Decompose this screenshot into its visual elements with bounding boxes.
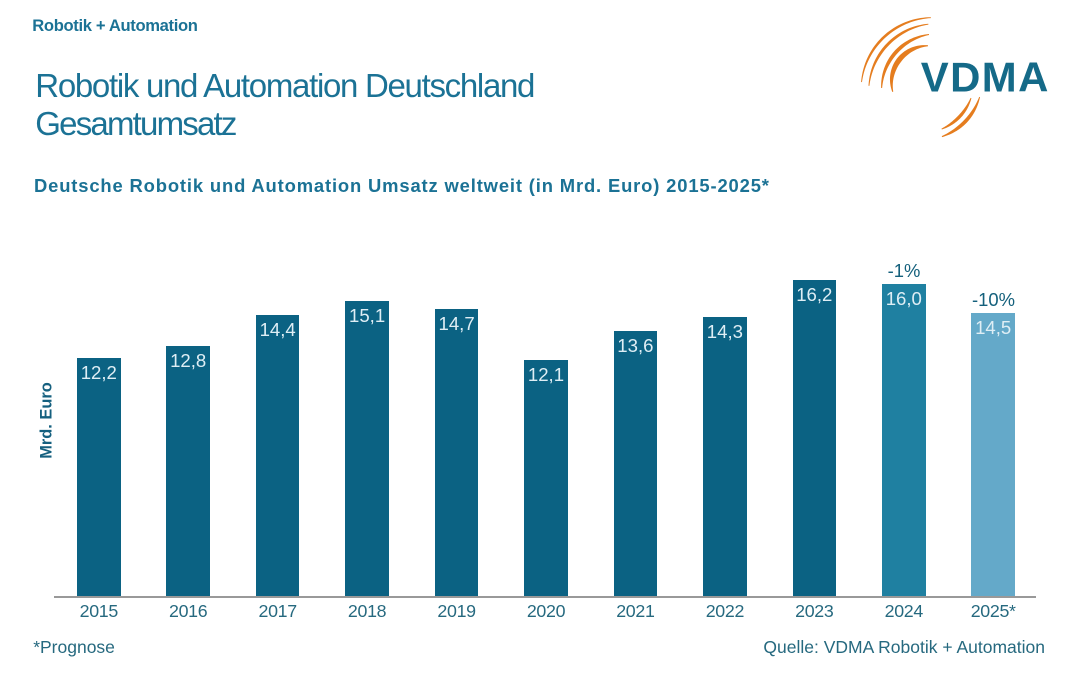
svg-text:VDMA: VDMA (921, 53, 1050, 100)
